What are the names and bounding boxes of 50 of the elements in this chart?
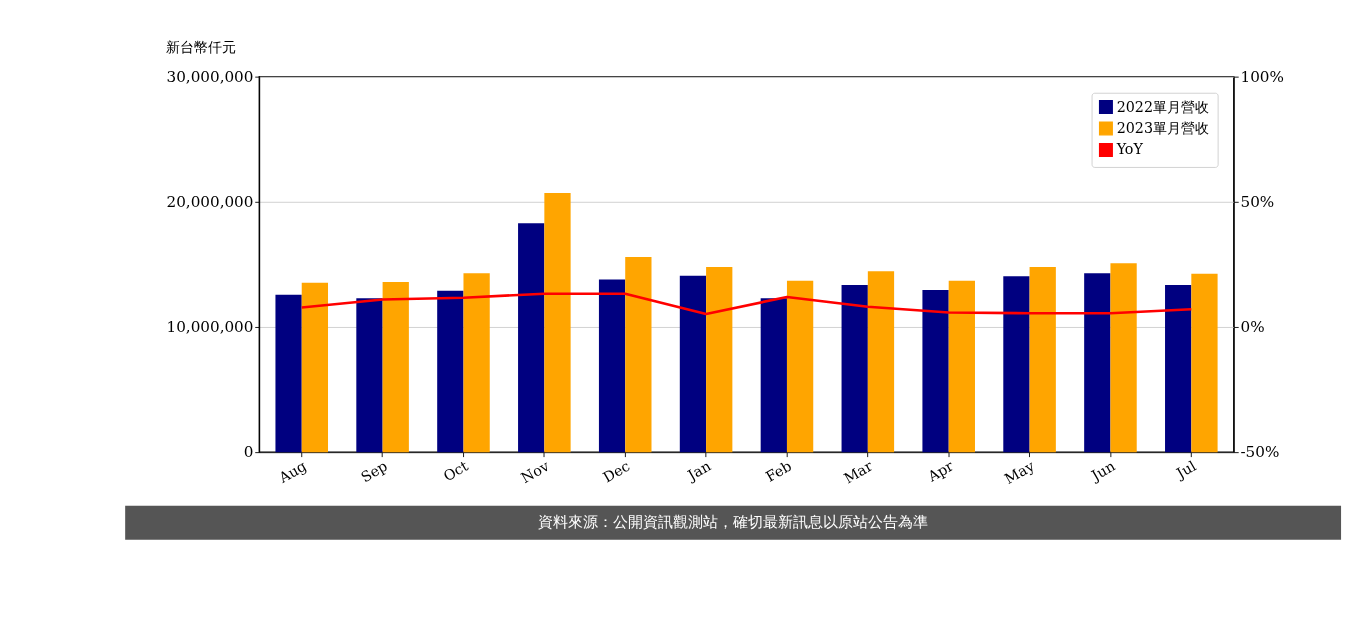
bar [275, 294, 302, 453]
bar [760, 298, 787, 453]
bar [1029, 266, 1056, 453]
legend-label: YoY [1115, 141, 1144, 158]
x-tick-label: Mar [841, 457, 876, 487]
y2-tick-label: 100% [1240, 67, 1284, 86]
x-tick-label: Sep [358, 457, 390, 486]
x-tick-label: Jul [1172, 457, 1199, 483]
bar [463, 273, 490, 453]
bar [518, 223, 545, 453]
bar [1084, 273, 1111, 453]
x-tick-label: Feb [763, 457, 795, 485]
bar [706, 266, 733, 453]
bar [1191, 273, 1218, 453]
y-tick-label: 0 [243, 443, 254, 462]
x-tick-label: Aug [275, 457, 310, 487]
legend-label: 2022單月營收 [1116, 98, 1210, 115]
bar [356, 298, 383, 453]
line-series [300, 292, 1193, 316]
y-axis-title: 新台幣仟元 [165, 39, 236, 56]
bar [948, 280, 975, 453]
bar [841, 285, 868, 453]
bar [786, 280, 814, 453]
bar [922, 290, 949, 453]
legend-label: 2023單月營收 [1116, 120, 1210, 137]
bar [1165, 285, 1192, 453]
bar [1003, 276, 1030, 453]
y-tick-label: 30,000,000 [166, 67, 254, 86]
x-tick-label: Jun [1087, 457, 1118, 485]
x-tick-label: Jan [683, 457, 714, 485]
x-tick-label: Apr [924, 457, 957, 486]
y-tick-label: 10,000,000 [166, 317, 254, 336]
x-tick-label: Dec [600, 457, 633, 486]
y2-tick-label: -50% [1240, 443, 1280, 462]
x-tick-label: Nov [518, 457, 553, 487]
x-tick-label: Oct [440, 457, 471, 485]
y2-tick-label: 50% [1240, 192, 1275, 211]
bar [1110, 263, 1137, 453]
bar [867, 271, 895, 453]
source-note: 資料來源：公開資訊觀測站，確切最新訊息以原站公告為準 [538, 513, 929, 532]
x-tick-label: May [1001, 457, 1038, 488]
bar [679, 275, 707, 453]
bar [437, 290, 464, 453]
y2-tick-label: 0% [1240, 317, 1265, 336]
bar [598, 279, 626, 453]
bar [301, 282, 329, 453]
bar [382, 281, 409, 453]
bar [544, 193, 571, 453]
bar [625, 256, 652, 453]
y-tick-label: 20,000,000 [166, 192, 254, 211]
